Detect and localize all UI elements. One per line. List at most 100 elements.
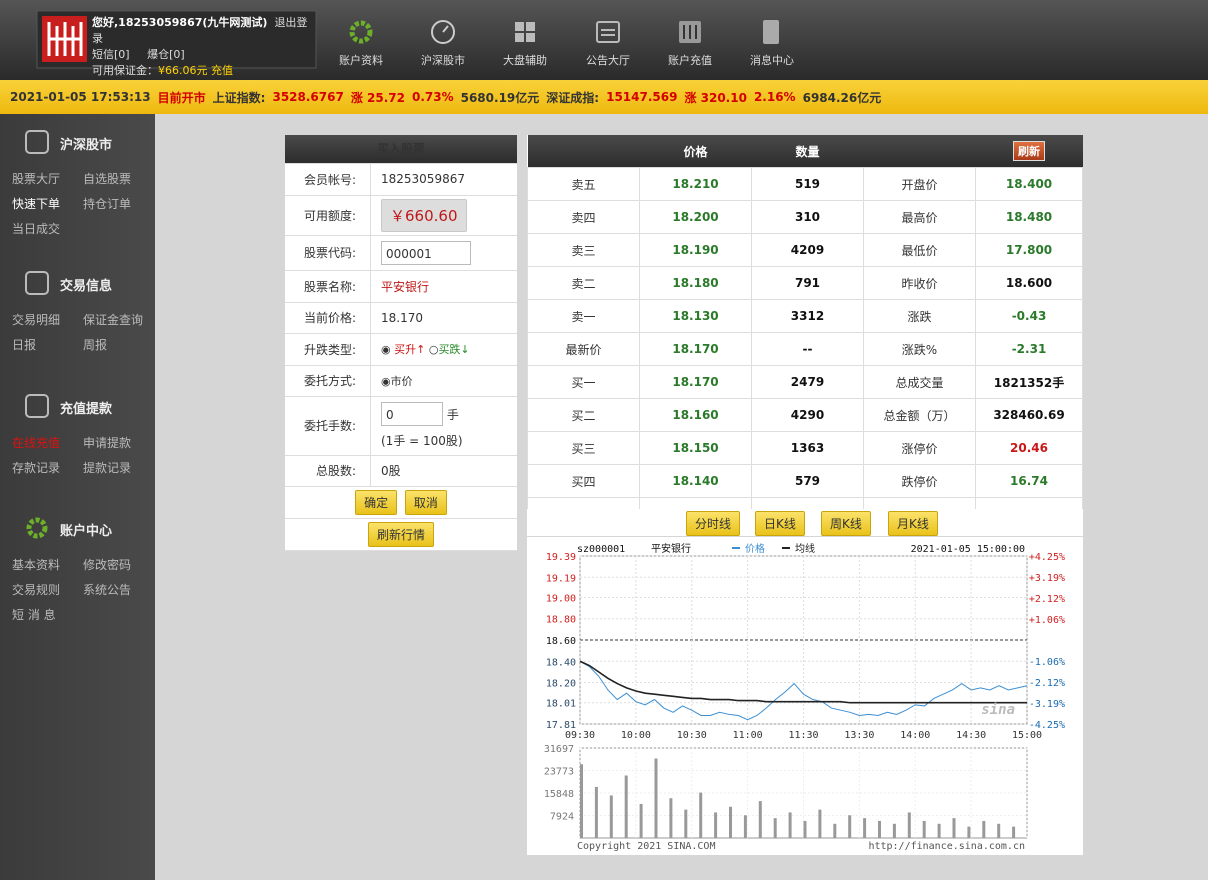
y2-tick-label: -4.25% <box>1029 720 1065 731</box>
series-line <box>579 660 1027 704</box>
nav-item[interactable]: 消息中心 <box>750 53 794 67</box>
quote-cell: 最新价 <box>527 332 640 366</box>
header-cell: 价格 <box>683 144 708 159</box>
quote-cell: 2479 <box>751 365 864 399</box>
sidebar-link[interactable]: 提款记录 <box>83 461 132 475</box>
section-title[interactable]: 交易信息 <box>60 279 113 294</box>
radio-option[interactable]: 买跌↓ <box>438 343 470 356</box>
sidebar-link[interactable]: 保证金查询 <box>83 313 144 327</box>
chart-button[interactable]: 周K线 <box>821 511 871 536</box>
quote-cell: 519 <box>751 167 864 201</box>
volume-bar <box>594 786 598 838</box>
volume-bar <box>743 815 747 838</box>
radio-option[interactable]: 买升↑ <box>394 343 426 356</box>
sidebar-link[interactable]: 股票大厅 <box>12 172 61 186</box>
quote-cell: 1363 <box>751 431 864 465</box>
quote-cell: 卖一 <box>527 299 640 333</box>
nav-item[interactable]: 账户充值 <box>668 53 712 67</box>
volume-bar <box>907 812 911 838</box>
y-tick-label: 19.19 <box>546 573 576 584</box>
volume-bar <box>684 809 688 838</box>
quote-cell: 16.74 <box>975 464 1083 498</box>
nav-item[interactable]: 账户资料 <box>339 53 383 67</box>
quote-row: 卖五 18.210 519 开盘价 18.400 <box>527 167 1083 201</box>
volume-bar <box>878 820 881 838</box>
nav-item[interactable]: 沪深股市 <box>421 53 465 67</box>
quote-cell: 总金额（万） <box>863 398 976 432</box>
sidebar-link[interactable]: 日报 <box>12 338 37 352</box>
ticker-item: 6984.26亿元 <box>802 90 882 105</box>
y-tick-label: 19.00 <box>546 593 576 604</box>
volume-bar <box>699 792 703 838</box>
quote-cell: 最高价 <box>863 200 976 234</box>
quote-cell: -0.43 <box>975 299 1083 333</box>
nav-item[interactable]: 大盘辅助 <box>503 53 547 67</box>
lots-input[interactable]: 0 <box>381 402 443 426</box>
volume-bar <box>624 775 628 838</box>
ticker-item: 3528.6767 <box>272 90 344 104</box>
section-title[interactable]: 沪深股市 <box>60 138 113 153</box>
button[interactable]: 取消 <box>404 489 447 515</box>
quote-cell: 买四 <box>527 464 640 498</box>
sidebar-link[interactable]: 快速下单 <box>12 197 61 211</box>
source: http://finance.sina.com.cn <box>868 841 1025 852</box>
quote-cell: 18.150 <box>639 431 752 465</box>
sidebar-link[interactable]: 交易规则 <box>12 583 61 597</box>
sms[interactable]: 短信[0] <box>92 48 130 61</box>
chart-button[interactable]: 日K线 <box>755 511 805 536</box>
quote-cell: 17.800 <box>975 233 1083 267</box>
credit: ￥660.60 <box>381 198 467 232</box>
quote-table: 价格 数量 刷新 卖五 18.210 519 开盘价 18.400 卖四 18.200 310 最高价… <box>527 135 1083 531</box>
field-label: 可用额度: <box>285 195 371 236</box>
radio-option[interactable]: 市价 <box>390 374 413 388</box>
sidebar-link[interactable]: 交易明细 <box>12 313 61 327</box>
sidebar-link[interactable]: 申请提款 <box>83 436 132 450</box>
chart-button[interactable]: 分时线 <box>686 511 741 536</box>
x-tick-label: 11:00 <box>733 730 763 741</box>
ticker-item: 5680.19亿元 <box>460 90 540 105</box>
user-info: 您好,18253059867(九牛网测试) 退出登录 短信[0] 爆仓[0] 可… <box>92 15 314 79</box>
nav-item[interactable]: 公告大厅 <box>586 53 630 67</box>
liquidation[interactable]: 爆仓[0] <box>147 48 185 61</box>
sidebar-link[interactable]: 自选股票 <box>83 172 132 186</box>
header-cell: 刷新 <box>976 135 1083 168</box>
volume-bar <box>773 818 777 838</box>
sidebar-link[interactable]: 在线充值 <box>12 436 61 450</box>
logout[interactable]: 退出登录 <box>92 16 308 45</box>
buy-form: 买入股票 会员帐号: 18253059867 可用额度: ￥660.60 股票代码:… <box>285 135 517 551</box>
section-icon <box>25 394 49 418</box>
sidebar-link[interactable]: 周报 <box>83 338 108 352</box>
ticker-item: 0.73% <box>411 90 454 104</box>
refresh-button[interactable]: 刷新 <box>1013 141 1045 161</box>
sidebar-link[interactable]: 短 消 息 <box>12 608 56 622</box>
volume-bar <box>580 764 583 838</box>
volume-tick-label: 15848 <box>544 789 574 800</box>
code-input[interactable]: 000001 <box>381 240 471 265</box>
volume-bar <box>848 815 852 838</box>
chart-button[interactable]: 月K线 <box>888 511 938 536</box>
section-title[interactable]: 充值提款 <box>60 402 113 417</box>
button[interactable]: 刷新行情 <box>367 521 434 547</box>
stock-code: sz000001 <box>577 544 625 555</box>
sidebar-link[interactable]: 系统公告 <box>83 583 132 597</box>
quote-row: 卖四 18.200 310 最高价 18.480 <box>527 200 1083 234</box>
button[interactable]: 确定 <box>355 489 398 515</box>
y-tick-label: 18.01 <box>546 699 576 710</box>
section-icon <box>25 130 49 154</box>
sidebar-link[interactable]: 存款记录 <box>12 461 61 475</box>
sidebar-link[interactable]: 持仓订单 <box>83 197 132 211</box>
sidebar-link[interactable]: 基本资料 <box>12 558 61 572</box>
quote-cell: 18.190 <box>639 233 752 267</box>
recharge[interactable]: 充值 <box>211 64 233 77</box>
section-title[interactable]: 账户中心 <box>60 524 113 539</box>
field-label: 委托手数: <box>285 396 371 456</box>
sidebar-link[interactable]: 当日成交 <box>12 222 61 236</box>
quote-cell: 18.600 <box>975 266 1083 300</box>
sidebar-link[interactable]: 修改密码 <box>83 558 132 572</box>
ticker-item: 涨 320.10 <box>684 90 747 105</box>
volume-bar <box>714 812 718 838</box>
x-tick-label: 10:00 <box>621 730 651 741</box>
volume-tick-label: 31697 <box>544 744 574 755</box>
nav-icons <box>349 20 779 44</box>
ticker-item: 2021-01-05 17:53:13 <box>10 90 151 104</box>
